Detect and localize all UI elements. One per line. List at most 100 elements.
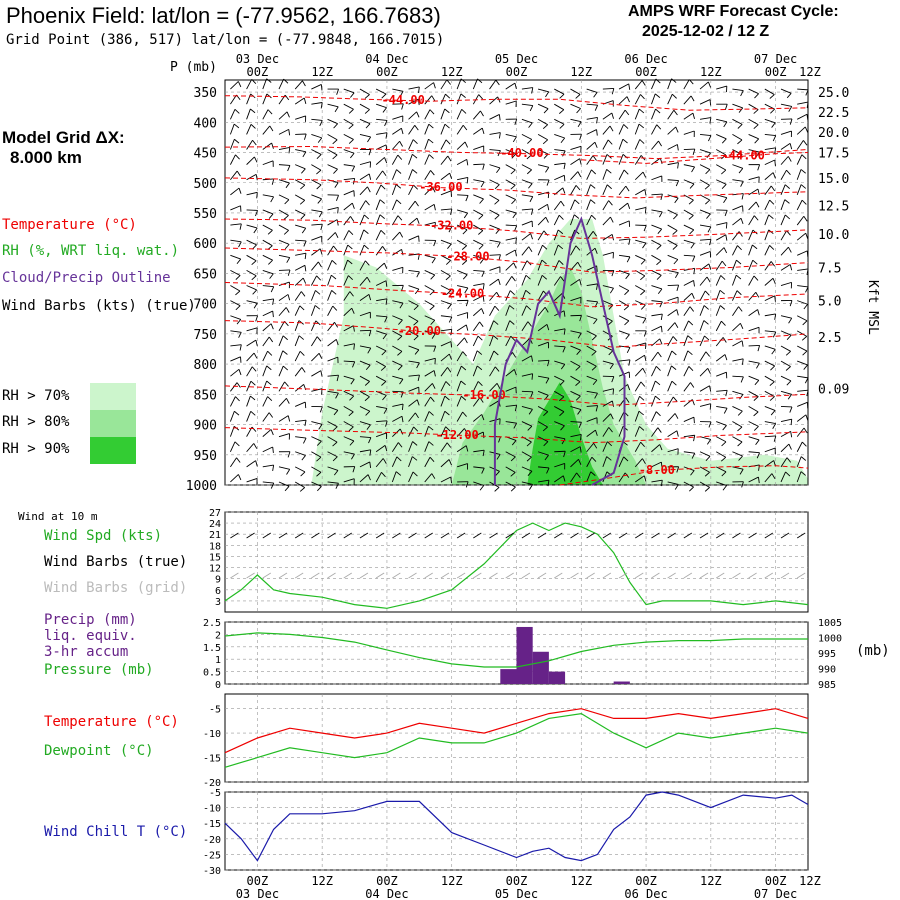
wind-barb-flag <box>623 169 629 175</box>
wind-barb <box>554 162 566 166</box>
wind-barb <box>667 209 678 216</box>
wind-barb-flag <box>431 95 436 102</box>
wind-barb-flag <box>448 316 453 323</box>
wind-barb <box>780 230 787 241</box>
wind-barb-flag <box>510 184 516 190</box>
wind-barb <box>327 390 339 394</box>
temp-contour-label: -20.00 <box>398 324 441 338</box>
wind-barb-flag <box>364 109 370 114</box>
wind-barb-flag <box>557 229 564 235</box>
wind-barb-flag <box>770 108 775 114</box>
wind-barb <box>732 205 743 211</box>
wind-barb-flag <box>529 105 534 112</box>
wind-barb-flag <box>255 174 258 181</box>
wind-barb <box>424 457 431 468</box>
wind-barb-flag <box>527 321 532 327</box>
wind-barb-flag <box>267 109 273 115</box>
wind-barb-flag <box>316 456 322 462</box>
wind-barb-flag <box>625 273 630 280</box>
wind-barb-flag <box>609 125 614 132</box>
wind-barb <box>748 149 760 153</box>
wind-barb <box>521 337 531 347</box>
wind-barb <box>716 164 727 171</box>
wind-barb-flag <box>381 472 386 478</box>
wind-barb-flag <box>368 294 372 301</box>
wind-barb <box>359 329 371 332</box>
wind-barb <box>505 133 517 138</box>
wind-barb-flag <box>673 109 678 116</box>
wind-barb <box>683 254 695 257</box>
wind-barb <box>732 466 744 470</box>
wind-barb <box>796 232 806 241</box>
wind-barb <box>472 397 481 407</box>
wind-panel-ytick: 21 <box>209 530 221 541</box>
wind-barb <box>505 82 516 90</box>
wind-barb <box>699 81 709 90</box>
wind-barb <box>764 360 775 367</box>
wind-barb-flag <box>266 365 272 371</box>
wind-barb <box>343 291 351 301</box>
wind-barb <box>537 290 544 301</box>
wind-barb <box>505 224 517 227</box>
wind-barb-flag <box>332 154 338 160</box>
wind-barb <box>715 260 723 271</box>
wind-barb <box>473 239 484 246</box>
wind-barb-flag <box>320 224 323 231</box>
temp-panel-ytick: -20 <box>203 778 221 789</box>
wind-barb <box>586 390 598 394</box>
wind-barb <box>327 405 339 411</box>
wind-barb <box>327 305 334 316</box>
wind-barb <box>230 368 240 377</box>
legend-wind-barbs: Wind Barbs (kts) (true) <box>2 298 196 314</box>
wind-barb-flag <box>286 111 290 118</box>
wind-barb-flag <box>320 370 323 377</box>
wind-barb-flag <box>364 381 370 386</box>
wind-barb <box>489 305 496 316</box>
wind-barb <box>327 206 339 211</box>
wind-barb-flag <box>786 92 792 99</box>
wind-barb <box>230 474 239 483</box>
wind-barb-flag <box>514 405 518 412</box>
wind-barb <box>424 221 436 226</box>
wind-barb-flag <box>608 350 614 356</box>
wind-barb <box>732 118 743 125</box>
wind-barb <box>294 209 306 216</box>
wind-barb <box>391 184 397 196</box>
wind-barb-flag <box>267 350 273 356</box>
wind-barb <box>554 133 565 139</box>
wind-barb <box>375 214 381 226</box>
wind-barb-flag <box>708 263 712 270</box>
wind-barb <box>294 401 306 407</box>
wind-barb <box>716 389 728 392</box>
wind-barb <box>716 118 728 123</box>
wind-barb <box>229 396 236 407</box>
wind-barb-flag <box>302 80 306 87</box>
wind-barb-flag <box>412 471 418 477</box>
wind-barb-flag <box>251 79 257 85</box>
wind-barb-flag <box>559 380 565 386</box>
wind-barb-flag <box>286 257 291 263</box>
pressure-tick-label: 700 <box>194 298 217 313</box>
wind-barb <box>586 375 598 381</box>
wind-barb <box>764 199 771 211</box>
wind-barb <box>456 324 467 332</box>
precip-panel-ytick: 1.5 <box>203 643 221 654</box>
wind-barb-flag <box>238 332 242 338</box>
wind-barb <box>651 239 662 246</box>
wind-barb-flag <box>397 215 403 221</box>
wind-barb-flag <box>481 414 485 421</box>
wind-barb-flag <box>363 244 369 250</box>
wind-barb-flag <box>382 333 387 340</box>
wind-barb-flag <box>304 253 307 260</box>
wind-barb-flag <box>577 409 582 415</box>
wind-barb <box>764 447 776 453</box>
wind-barb <box>246 300 258 304</box>
wind-barb-flag <box>250 395 256 401</box>
wind-barb <box>602 154 608 165</box>
wind-barb-flag <box>543 411 549 417</box>
wind-barb-flag <box>255 315 259 322</box>
wind-barb <box>521 466 533 472</box>
wind-barb-flag <box>575 245 581 251</box>
wind-barb-flag <box>303 437 307 444</box>
wind-barb <box>440 411 446 422</box>
